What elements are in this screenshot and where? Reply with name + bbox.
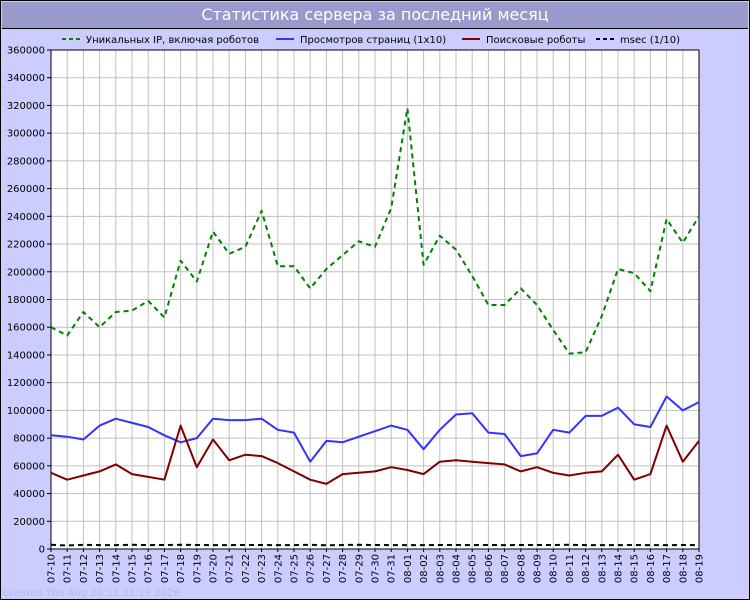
y-tick-label: 220000 [7,240,45,251]
y-tick-label: 60000 [13,461,45,472]
x-tick-label: 07-28 [338,554,349,583]
x-tick-label: 07-14 [111,554,122,583]
x-tick-label: 07-12 [79,554,90,583]
x-tick-label: 08-12 [581,554,592,583]
x-tick-label: 07-11 [63,554,74,583]
x-tick-label: 08-16 [646,554,657,583]
x-tick-label: 08-03 [435,554,446,583]
series-lines [50,107,700,547]
series-line-4 [50,543,700,547]
y-tick-label: 180000 [7,295,45,306]
x-tick-label: 07-25 [290,554,301,583]
grid [50,49,700,550]
x-tick-label: 07-26 [306,554,317,583]
x-tick-label: 08-04 [452,554,463,583]
x-tick-label: 07-16 [144,554,155,583]
y-tick-label: 360000 [7,46,45,57]
legend-label-2: Просмотров страниц (1x10) [300,35,446,46]
x-tick-label: 07-22 [241,554,252,583]
x-tick-label: 07-17 [160,554,171,583]
x-tick-label: 07-30 [371,554,382,583]
y-tick-label: 120000 [7,378,45,389]
y-tick-label: 40000 [13,489,45,500]
y-tick-label: 140000 [7,350,45,361]
footer-created-text: Created Thu Aug 20 13:33:19 2026 [3,588,180,599]
series-line-2 [50,395,700,463]
legend-label-1: Уникальных IP, включая роботов [86,35,259,46]
series-line-1 [50,107,700,355]
legend-label-4: msec (1/10) [620,35,680,46]
x-tick-label: 08-10 [549,554,560,583]
x-tick-label: 07-10 [47,554,58,583]
x-tick-label: 08-07 [500,554,511,583]
x-tick-label: 07-23 [257,554,268,583]
x-tick-label: 08-17 [662,554,673,583]
x-tick-label: 08-06 [484,554,495,583]
y-tick-label: 240000 [7,212,45,223]
axes [47,49,700,552]
x-tick-label: 07-27 [322,554,333,583]
title-bar: Статистика сервера за последний месяц [2,2,748,29]
x-tick-label: 08-08 [516,554,527,583]
y-tick-label: 280000 [7,156,45,167]
x-tick-label: 07-29 [354,554,365,583]
legend-label-3: Поисковые роботы [486,35,585,46]
x-tick-label: 08-05 [468,554,479,583]
x-tick-label: 07-31 [387,554,398,583]
y-tick-label: 320000 [7,101,45,112]
x-tick-labels: 07-10 07-11 07-12 07-13 07-14 07-15 07-16 07-17… [47,554,706,583]
x-tick-label: 08-01 [403,554,414,583]
x-tick-label: 08-14 [614,554,625,583]
x-tick-label: 08-19 [695,554,706,583]
y-tick-label: 260000 [7,184,45,195]
x-tick-label: 07-24 [273,554,284,583]
x-tick-label: 08-11 [565,554,576,583]
x-tick-label: 07-20 [209,554,220,583]
series-line-3 [50,424,700,485]
x-tick-label: 07-18 [176,554,187,583]
legend: Уникальных IP, включая роботов Просмотров… [62,35,680,46]
y-tick-label: 0 [39,545,45,556]
y-tick-label: 100000 [7,406,45,417]
y-tick-label: 160000 [7,323,45,334]
y-tick-label: 300000 [7,129,45,140]
x-tick-label: 08-02 [419,554,430,583]
y-tick-label: 80000 [13,434,45,445]
y-tick-labels: 0 20000 40000 60000 80000 100000 120000 140000 1… [7,46,45,556]
x-tick-label: 07-21 [225,554,236,583]
y-tick-label: 200000 [7,267,45,278]
x-tick-label: 07-15 [128,554,139,583]
plot-border [50,49,700,550]
y-tick-label: 340000 [7,73,45,84]
x-tick-label: 07-13 [95,554,106,583]
x-tick-label: 08-15 [630,554,641,583]
x-tick-label: 08-13 [597,554,608,583]
x-tick-label: 07-19 [192,554,203,583]
y-tick-label: 20000 [13,517,45,528]
x-tick-label: 08-18 [678,554,689,583]
chart-title: Статистика сервера за последний месяц [201,5,549,24]
x-tick-label: 08-09 [533,554,544,583]
